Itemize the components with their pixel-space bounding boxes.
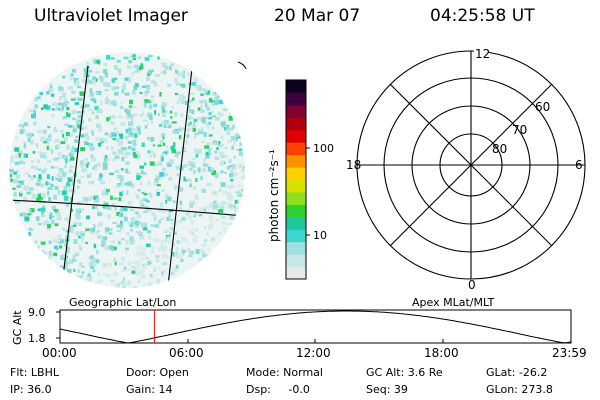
color-bar-band	[286, 167, 306, 180]
altitude-plot-frame	[59, 309, 572, 344]
color-bar-band	[286, 191, 306, 205]
alt-xtick-1200: 12:00	[296, 346, 331, 360]
ip-value: IP: 36.0	[10, 383, 52, 396]
glon-value: GLon: 273.8	[486, 383, 553, 396]
geo-meridian-line	[167, 67, 193, 287]
color-bar-band	[286, 254, 306, 268]
mode-value: Mode: Normal	[246, 366, 323, 379]
geo-meridian-line	[61, 65, 89, 287]
color-bar-band	[286, 241, 306, 255]
geo-parallel-line	[9, 199, 245, 217]
color-bar-band	[286, 80, 306, 93]
gc-alt-value: GC Alt: 3.6 Re	[366, 366, 443, 379]
glat-value: GLat: -26.2	[486, 366, 548, 379]
alt-xtick-1800: 18:00	[424, 346, 459, 360]
color-bar-band	[286, 229, 306, 243]
polar-plot	[356, 50, 586, 280]
mlat-label-80: 80	[492, 142, 507, 156]
mlt-label-18: 18	[346, 158, 361, 172]
time-label: 04:25:58 UT	[430, 6, 535, 26]
color-bar-unit-label: photon cm⁻²s⁻¹	[267, 149, 281, 242]
polar-diagonal	[389, 83, 553, 247]
filter-value: Flt: LBHL	[10, 366, 59, 379]
seq-value: Seq: 39	[366, 383, 408, 396]
color-bar-band	[286, 104, 306, 118]
color-bar-band	[286, 117, 306, 131]
color-bar-frame	[285, 79, 307, 280]
alt-xtick-2359: 23:59	[552, 346, 587, 360]
mlt-label-6: 6	[575, 158, 583, 172]
color-bar-tick-10: 10	[313, 229, 327, 242]
alt-ylabel: GC Alt	[11, 310, 24, 345]
mlt-label-12: 12	[475, 47, 490, 61]
door-value: Door: Open	[126, 366, 189, 379]
dsp-value: Dsp: -0.0	[246, 383, 310, 396]
color-bar-band	[286, 179, 306, 193]
color-bar-band	[286, 266, 306, 280]
instrument-title: Ultraviolet Imager	[34, 6, 188, 26]
uv-speckles	[9, 53, 245, 288]
disc-edge-mark	[237, 61, 247, 70]
color-bar-band	[286, 142, 306, 156]
color-bar-band	[286, 204, 306, 218]
altitude-plot	[56, 309, 572, 344]
alt-ytick-9: 9.0	[28, 306, 46, 319]
uv-image	[9, 52, 245, 288]
color-bar-band	[286, 129, 306, 143]
alt-xtick-0000: 00:00	[42, 346, 77, 360]
mlat-label-60: 60	[535, 100, 550, 114]
color-bar-band	[286, 216, 306, 230]
color-bar	[286, 80, 306, 280]
alt-ytick-1-8: 1.8	[28, 332, 46, 345]
mlat-label-70: 70	[512, 123, 527, 137]
color-bar-band	[286, 92, 306, 106]
apex-caption: Apex MLat/MLT	[412, 296, 495, 309]
date-label: 20 Mar 07	[274, 6, 361, 26]
mlt-label-0: 0	[468, 278, 476, 292]
gain-value: Gain: 14	[126, 383, 173, 396]
color-bar-tick-100: 100	[313, 142, 334, 155]
geographic-caption: Geographic Lat/Lon	[69, 296, 176, 309]
alt-xtick-0600: 06:00	[169, 346, 204, 360]
altitude-curve	[59, 310, 572, 344]
color-bar-band	[286, 154, 306, 168]
